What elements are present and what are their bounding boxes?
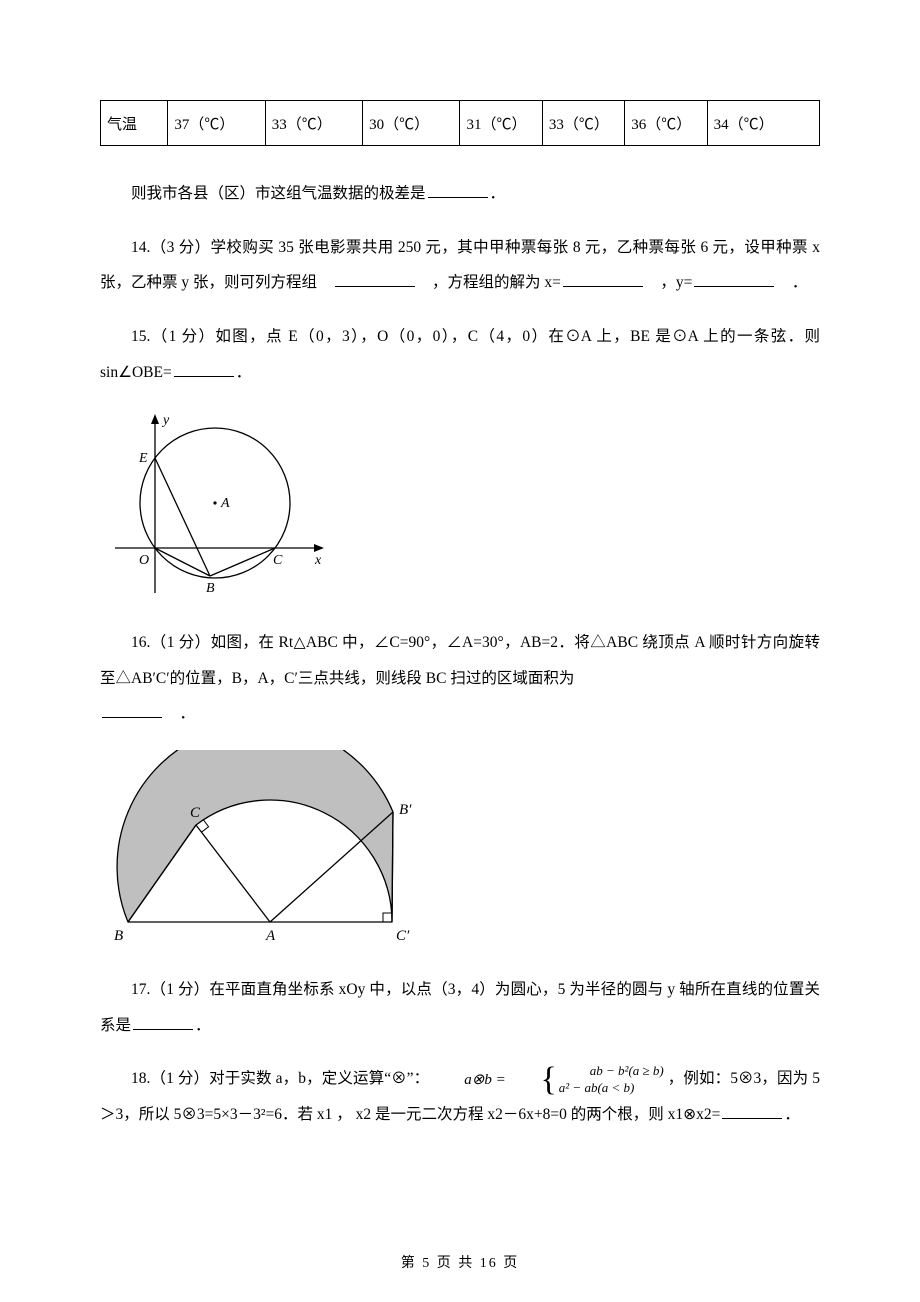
svg-text:y: y <box>161 413 170 428</box>
blank <box>102 702 162 719</box>
cell-val: 33（℃） <box>265 101 362 146</box>
svg-text:A: A <box>220 496 230 511</box>
q14: 14.（3 分）学校购买 35 张电影票共用 250 元，其中甲种票每张 8 元… <box>100 230 820 301</box>
temperature-table: 气温 37（℃） 33（℃） 30（℃） 31（℃） 33（℃） 36（℃） 3… <box>100 100 820 146</box>
cell-val: 37（℃） <box>168 101 265 146</box>
q17: 17.（1 分）在平面直角坐标系 xOy 中，以点（3，4）为圆心，5 为半径的… <box>100 972 820 1043</box>
case2: a² − ab(a < b) <box>559 1080 635 1095</box>
formula-lhs: a⊗b = <box>464 1072 505 1088</box>
cell-val: 30（℃） <box>363 101 460 146</box>
cell-val: 36（℃） <box>625 101 707 146</box>
q18: 18.（1 分）对于实数 a，b，定义运算“⊗”： a⊗b = {ab − b²… <box>100 1061 820 1132</box>
q14-c: ，y= <box>645 274 693 291</box>
q16-b: ． <box>164 705 195 722</box>
case-stack: ab − b²(a ≥ b) a² − ab(a < b) <box>559 1063 664 1097</box>
table-row: 气温 37（℃） 33（℃） 30（℃） 31（℃） 33（℃） 36（℃） 3… <box>101 101 820 146</box>
q15: 15.（1 分）如图，点 E（0，3），O（0，0），C（4，0）在⊙A 上，B… <box>100 319 820 390</box>
cell-val: 34（℃） <box>707 101 819 146</box>
figure-q15: y x E O B C A <box>110 408 820 603</box>
case1: ab − b²(a ≥ b) <box>590 1063 664 1078</box>
svg-text:C: C <box>190 805 201 821</box>
circle-diagram-icon: y x E O B C A <box>110 408 330 598</box>
cell-val: 31（℃） <box>460 101 542 146</box>
q14-b: ，方程组的解为 x= <box>417 274 561 291</box>
blank <box>428 182 488 199</box>
page-footer: 第 5 页 共 16 页 <box>0 1252 920 1272</box>
q14-d: ． <box>776 274 807 291</box>
blank <box>563 271 643 288</box>
brace-icon: { <box>509 1063 556 1097</box>
svg-text:A: A <box>265 928 276 944</box>
svg-text:B: B <box>114 928 123 944</box>
svg-text:C′: C′ <box>396 928 410 944</box>
cell-label: 气温 <box>101 101 168 146</box>
figure-q16: A B C B′ C′ <box>110 750 820 950</box>
rotation-diagram-icon: A B C B′ C′ <box>110 750 450 945</box>
svg-text:O: O <box>139 553 149 568</box>
operation-definition: a⊗b = { ab − b²(a ≥ b) a² − ab(a < b) <box>433 1063 664 1098</box>
blank <box>174 360 234 377</box>
q18-c: ． <box>784 1106 800 1123</box>
q13-post: ． <box>490 185 506 202</box>
blank <box>694 271 774 288</box>
blank <box>133 1013 193 1030</box>
q16: 16.（1 分）如图，在 Rt△ABC 中，∠C=90°，∠A=30°，AB=2… <box>100 625 820 732</box>
svg-text:x: x <box>314 553 322 568</box>
svg-text:E: E <box>138 451 148 466</box>
cell-val: 33（℃） <box>542 101 624 146</box>
svg-text:C: C <box>273 553 283 568</box>
q13-continuation: 则我市各县（区）市这组气温数据的极差是 ． <box>100 176 820 212</box>
q13-pre: 则我市各县（区）市这组气温数据的极差是 <box>131 185 426 202</box>
svg-text:B′: B′ <box>399 802 412 818</box>
blank <box>335 271 415 288</box>
svg-text:B: B <box>206 581 215 596</box>
page-number: 第 5 页 共 16 页 <box>401 1256 520 1271</box>
q18-a: 18.（1 分）对于实数 a，b，定义运算“⊗”： <box>131 1070 429 1087</box>
q16-a: 16.（1 分）如图，在 Rt△ABC 中，∠C=90°，∠A=30°，AB=2… <box>100 634 820 687</box>
blank <box>722 1103 782 1120</box>
q15-b: ． <box>236 364 252 381</box>
q17-b: ． <box>195 1017 211 1034</box>
